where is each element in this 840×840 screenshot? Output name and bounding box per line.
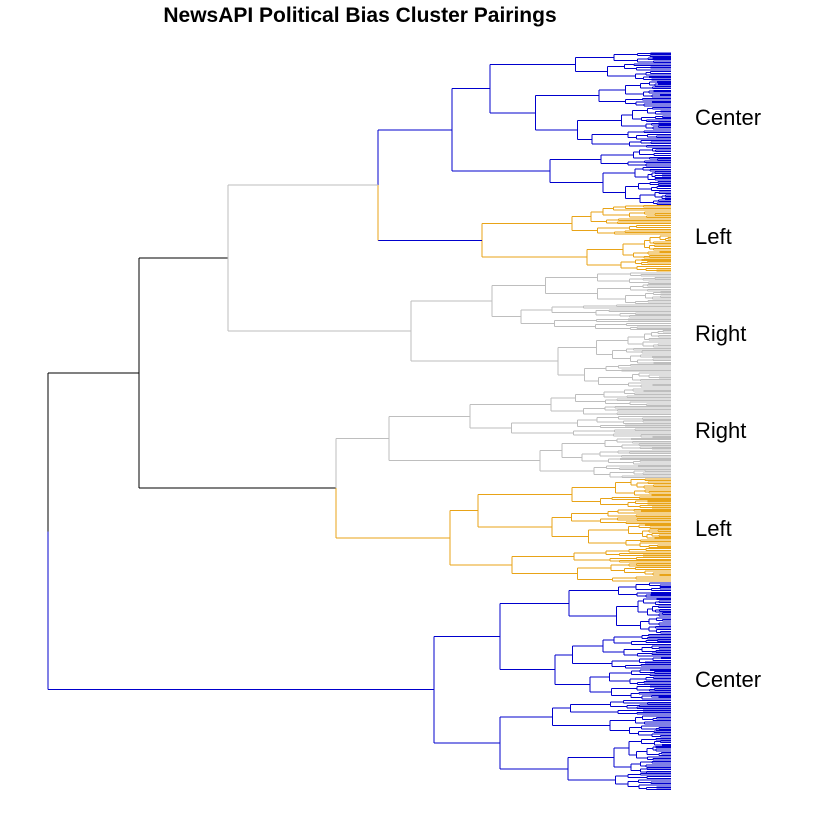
cluster-label-center-top: Center bbox=[695, 105, 762, 130]
cluster-label-left-bottom: Left bbox=[695, 516, 732, 541]
cluster-label-center-bottom: Center bbox=[695, 667, 762, 692]
page-title: NewsAPI Political Bias Cluster Pairings bbox=[163, 4, 557, 27]
cluster-label-right-bottom: Right bbox=[695, 418, 747, 443]
cluster-label-left-top: Left bbox=[695, 224, 732, 249]
dendrogram-branches bbox=[47, 52, 671, 790]
cluster-label-right-top: Right bbox=[695, 321, 747, 346]
dendrogram-trunk bbox=[47, 184, 378, 532]
